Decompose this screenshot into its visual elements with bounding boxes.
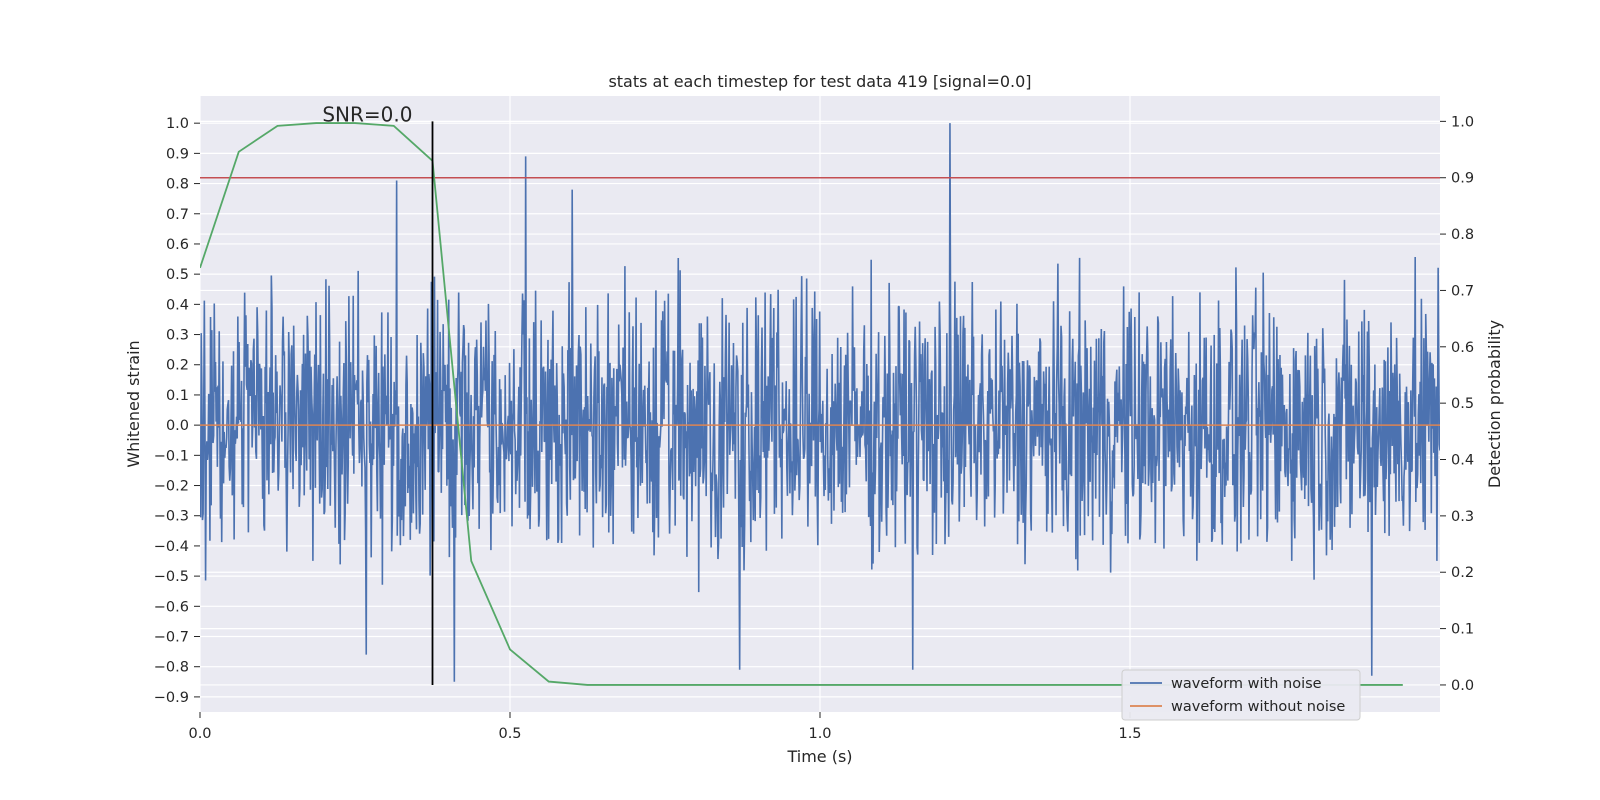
y-tick-label: 0.7 <box>166 207 189 223</box>
y2-tick-label: 0.7 <box>1451 283 1474 299</box>
x-tick-label: 0.0 <box>188 726 211 742</box>
y-tick-label: 0.8 <box>166 177 189 193</box>
detection-probability-line <box>200 122 1403 686</box>
y-tick-label: −0.9 <box>154 690 189 706</box>
y2-axis-label: Detection probability <box>1485 320 1504 488</box>
y-tick-label: −0.8 <box>154 660 189 676</box>
x-tick-label: 1.0 <box>808 726 831 742</box>
y2-tick-label: 0.6 <box>1451 340 1474 356</box>
waveform-with-noise-line <box>200 123 1440 682</box>
y-tick-label: 0.6 <box>166 237 189 253</box>
snr-annotation: SNR=0.0 <box>322 102 412 126</box>
y-tick-label: 0.5 <box>166 267 189 283</box>
y2-tick-label: 0.5 <box>1451 396 1474 412</box>
y-tick-label: 0.1 <box>166 388 189 404</box>
y-tick-label: −0.6 <box>154 599 189 615</box>
y-tick-label: 0.9 <box>166 146 189 162</box>
chart-title: stats at each timestep for test data 419… <box>608 72 1031 91</box>
y-tick-label: 0.0 <box>166 418 189 434</box>
y2-tick-label: 0.8 <box>1451 227 1474 243</box>
y2-tick-label: 0.2 <box>1451 565 1474 581</box>
x-tick-label: 0.5 <box>498 726 521 742</box>
legend-label-clean: waveform without noise <box>1171 699 1345 715</box>
y-tick-label: −0.5 <box>154 569 189 585</box>
y-tick-label: −0.7 <box>154 630 189 646</box>
y-axis-label: Whitened strain <box>124 340 143 467</box>
y-tick-label: 0.2 <box>166 358 189 374</box>
y2-tick-label: 0.1 <box>1451 622 1474 638</box>
y2-tick-label: 0.0 <box>1451 678 1474 694</box>
y2-tick-label: 0.4 <box>1451 453 1474 469</box>
x-ticks: 0.0 0.5 1.0 1.5 <box>188 712 1142 742</box>
y2-tick-label: 0.3 <box>1451 509 1474 525</box>
y2-tick-label: 0.9 <box>1451 171 1474 187</box>
legend-label-noise: waveform with noise <box>1171 676 1322 692</box>
y-tick-label: 0.4 <box>166 297 189 313</box>
y-tick-label: 0.3 <box>166 328 189 344</box>
left-y-ticks: 1.0 0.9 0.8 0.7 0.6 0.5 0.4 0.3 0.2 0.1 0.0 −0.1 −0.… <box>154 116 200 706</box>
y2-tick-label: 1.0 <box>1451 114 1474 130</box>
x-axis-label: Time (s) <box>786 747 852 766</box>
legend-box <box>1121 669 1361 721</box>
y-tick-label: −0.2 <box>154 479 189 495</box>
y-tick-label: −0.1 <box>154 448 189 464</box>
y-tick-label: −0.3 <box>154 509 189 525</box>
y-tick-label: 1.0 <box>166 116 189 132</box>
legend: waveform with noise waveform without noi… <box>1121 669 1361 721</box>
right-y-ticks: 1.0 0.9 0.8 0.7 0.6 0.5 0.4 0.3 0.2 0.1 0.0 <box>1440 114 1474 694</box>
x-tick-label: 1.5 <box>1118 726 1141 742</box>
y-tick-label: −0.4 <box>154 539 189 555</box>
